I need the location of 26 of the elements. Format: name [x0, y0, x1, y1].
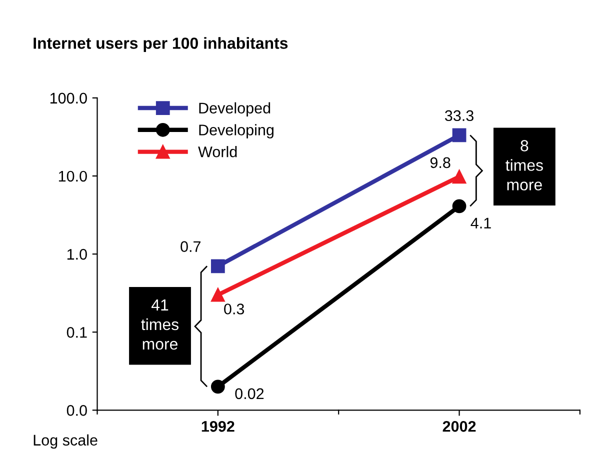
y-tick-label: 0.1 — [66, 326, 87, 338]
y-tick-label: 10.0 — [58, 170, 87, 182]
y-tick-label: 1.0 — [67, 248, 87, 260]
point — [452, 128, 466, 142]
text: Log scale — [34, 434, 98, 449]
annotation: 41 times more — [141, 299, 179, 350]
point — [210, 259, 225, 274]
point — [210, 380, 225, 394]
legend-label: Developed — [199, 102, 270, 117]
legend-label: World — [198, 146, 237, 158]
data-label: 33.3 — [444, 110, 474, 122]
point — [210, 288, 225, 302]
data-label: 4.1 — [470, 218, 491, 228]
x-tick-label: 2002 — [442, 420, 476, 432]
annotation: 8 times more — [506, 140, 543, 190]
y-tick-label: 100.0 — [50, 92, 87, 104]
chart-title: Internet users per 100 inhabitants — [34, 37, 288, 52]
point — [452, 170, 466, 184]
data-label: 0.02 — [235, 388, 264, 400]
legend-label: Developing — [199, 124, 274, 138]
x-tick-label: 1992 — [202, 420, 234, 432]
data-label: 0.7 — [180, 241, 200, 252]
data-label: 9.8 — [430, 157, 450, 168]
y-tick-label: 0.0 — [66, 405, 87, 416]
point — [452, 199, 466, 214]
data-label: 0.3 — [224, 304, 244, 314]
